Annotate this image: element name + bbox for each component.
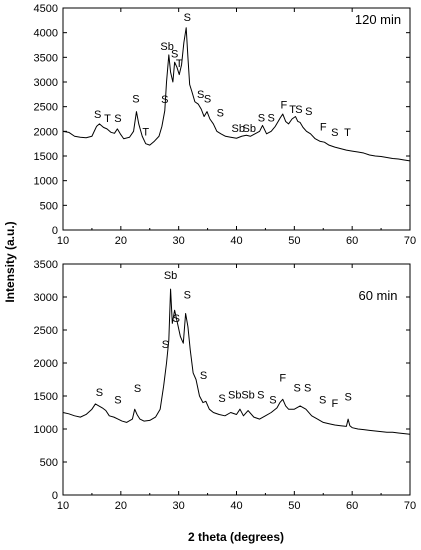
peak-label: T (344, 127, 351, 139)
y-tick-label: 4000 (34, 28, 58, 40)
peak-label: T (104, 113, 111, 125)
peak-label: S (96, 387, 103, 399)
xrd-pattern-line (62, 27, 411, 162)
peak-label: S (218, 393, 225, 405)
peak-label: Sb (228, 390, 241, 402)
x-tick-label: 50 (288, 500, 300, 512)
y-tick-label: 1000 (34, 424, 58, 436)
y-tick-label: 1000 (34, 176, 58, 188)
y-tick-label: 4500 (34, 3, 58, 15)
panel-time-label: 60 min (358, 288, 397, 303)
y-tick-label: 2000 (34, 126, 58, 138)
peak-label: S (173, 313, 180, 325)
peak-label: S (197, 89, 204, 101)
x-tick-label: 60 (346, 235, 358, 247)
y-tick-label: 0 (52, 225, 58, 237)
y-tick-label: 3000 (34, 77, 58, 89)
peak-label: F (320, 121, 327, 133)
x-tick-label: 60 (346, 500, 358, 512)
peak-label: S (94, 109, 101, 121)
peak-label: Sb (164, 270, 177, 282)
y-tick-label: 1500 (34, 391, 58, 403)
y-tick-label: 0 (52, 490, 58, 502)
peak-label: T (176, 58, 183, 70)
y-tick-label: 2500 (34, 325, 58, 337)
y-tick-label: 500 (40, 457, 58, 469)
peak-label: S (162, 339, 169, 351)
peak-label: S (268, 112, 275, 124)
peak-label: S (344, 392, 351, 404)
peak-label: S (304, 382, 311, 394)
peak-label: S (134, 383, 141, 395)
panel-120-min: 10 20 30 40 50 60 70 0 500 1000 1500 2000 2500 3000 35… (34, 3, 417, 247)
x-tick-label: 20 (115, 235, 127, 247)
xrd-pattern-line (62, 288, 411, 435)
x-tick-label: 50 (288, 235, 300, 247)
peak-label: S (295, 104, 302, 116)
x-tick-label: 70 (404, 235, 416, 247)
peak-label: S (161, 94, 168, 106)
peak-label: S (114, 113, 121, 125)
peak-label: S (217, 108, 224, 120)
peak-label: S (114, 394, 121, 406)
peak-label: S (258, 112, 265, 124)
y-tick-label: 2000 (34, 358, 58, 370)
x-tick-label: 30 (173, 500, 185, 512)
peak-label: S (269, 394, 276, 406)
peak-label: F (331, 398, 338, 410)
peak-label: T (142, 126, 149, 138)
y-tick-label: 3500 (34, 52, 58, 64)
y-tick-label: 500 (40, 200, 58, 212)
y-tick-label: 3500 (34, 259, 58, 271)
panel-60-min: 10 20 30 40 50 60 70 0 500 1000 1500 2000 2500 3000 35… (34, 259, 417, 512)
peak-label: S (132, 94, 139, 106)
y-tick-label: 2500 (34, 102, 58, 114)
peak-label: T (289, 104, 296, 116)
peak-label: S (305, 106, 312, 118)
peak-label: S (319, 394, 326, 406)
shared-y-axis-title: Intensity (a.u.) (3, 221, 17, 302)
peak-label: S (257, 390, 264, 402)
x-tick-label: 40 (230, 235, 242, 247)
y-tick-label: 1500 (34, 151, 58, 163)
x-tick-label: 30 (173, 235, 185, 247)
peak-label: S (294, 382, 301, 394)
x-tick-label: 70 (404, 500, 416, 512)
x-axis-title: 2 theta (degrees) (188, 530, 284, 544)
peak-label: S (331, 127, 338, 139)
x-tick-label: 10 (57, 235, 69, 247)
y-tick-label: 3000 (34, 292, 58, 304)
peak-label: Sb (232, 123, 245, 135)
peak-label: S (200, 370, 207, 382)
peak-label: Sb (160, 41, 173, 53)
peak-label: S (184, 289, 191, 301)
peak-label: F (281, 100, 288, 112)
panel-time-label: 120 min (355, 12, 401, 27)
peak-label: Sb (242, 123, 255, 135)
peak-label: Sb (241, 390, 254, 402)
peak-label: F (279, 372, 286, 384)
x-tick-label: 40 (230, 500, 242, 512)
peak-label: S (204, 94, 211, 106)
x-tick-label: 20 (115, 500, 127, 512)
peak-label: S (184, 12, 191, 24)
x-tick-label: 10 (57, 500, 69, 512)
peak-label: S (171, 48, 178, 60)
